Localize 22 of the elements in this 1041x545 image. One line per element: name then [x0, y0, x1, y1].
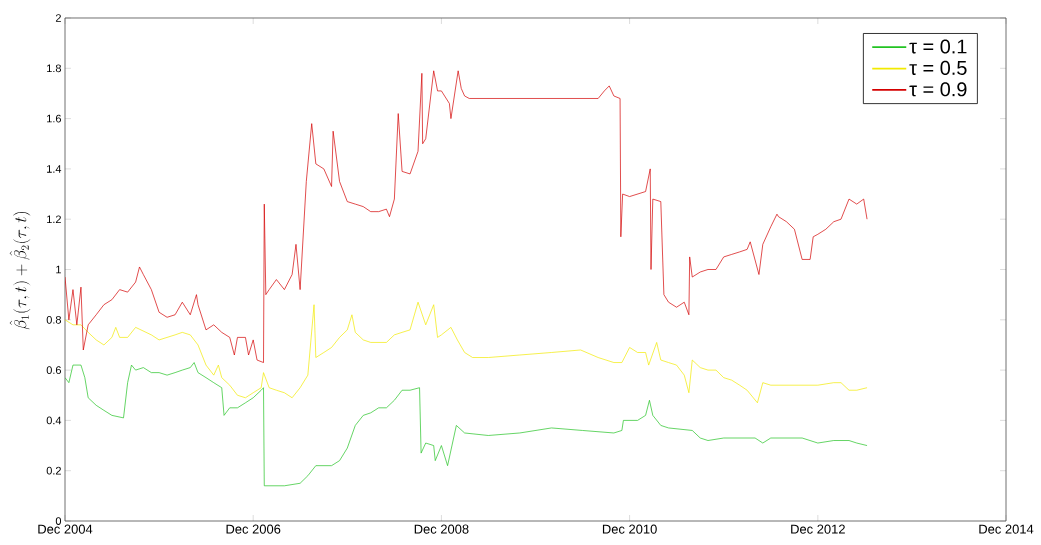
y-tick-label: 0	[55, 517, 62, 525]
x-tick-label: Dec 2004	[38, 524, 93, 534]
x-tick-label: Dec 2012	[791, 524, 845, 534]
x-tick-label: Dec 2014	[979, 524, 1034, 534]
legend-label: τ = 0.5	[909, 60, 967, 75]
y-tick-label: 0.8	[46, 315, 61, 324]
y-tick-label: 1.2	[47, 215, 61, 224]
y-axis-title: $\hat{\beta}_1(\tau,t)+\hat{\beta}_2(\tau,t)$	[9, 211, 31, 330]
y-tick-label: 0.2	[46, 466, 61, 475]
y-tick-label: 0.4	[46, 416, 62, 425]
y-tick-label: 1.6	[47, 114, 61, 123]
x-tick-label: Dec 2008	[414, 524, 469, 534]
line-series	[65, 362, 868, 487]
y-tick-label: 1	[56, 265, 61, 274]
x-tick-label: Dec 2006	[226, 524, 281, 534]
y-tick-label: 1.4	[47, 165, 62, 173]
x-tick-label: Dec 2010	[602, 524, 657, 534]
legend-label: τ = 0.1	[909, 39, 967, 54]
y-tick-label: 0.6	[46, 366, 61, 374]
y-tick-label: 1.8	[47, 64, 61, 73]
legend-label: τ = 0.9	[909, 82, 967, 97]
y-tick-label: 2	[55, 14, 61, 22]
